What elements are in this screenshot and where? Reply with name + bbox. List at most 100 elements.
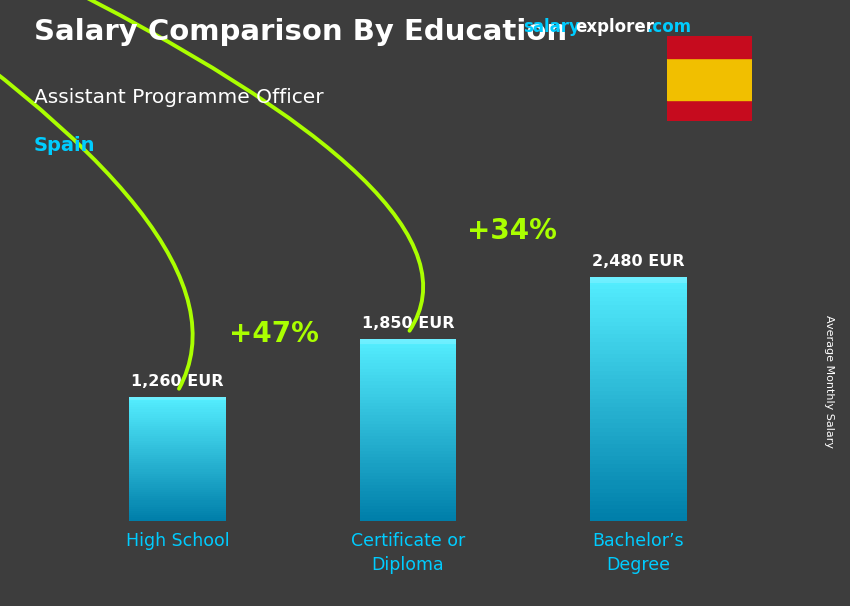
Text: Assistant Programme Officer: Assistant Programme Officer [34,88,324,107]
Bar [129,413,226,416]
Bar [360,357,456,360]
Bar [360,418,456,421]
Bar [667,36,752,58]
Bar [590,281,687,285]
Bar [129,436,226,439]
Bar [590,505,687,509]
Bar [129,455,226,457]
Bar [129,494,226,496]
Bar [129,457,226,459]
Bar [360,433,456,436]
Bar [129,420,226,422]
Bar [360,445,456,448]
Bar [360,354,456,357]
Bar [590,313,687,318]
Bar [129,407,226,410]
Bar [360,512,456,515]
Bar [129,471,226,474]
Bar [129,424,226,426]
Bar [129,430,226,432]
Bar [129,416,226,418]
Bar [590,325,687,330]
Bar [129,505,226,507]
Bar [590,440,687,444]
Bar [129,470,226,471]
Bar [360,399,456,403]
Bar [129,461,226,463]
Bar [360,485,456,488]
Bar [590,484,687,488]
Bar [360,348,456,351]
Bar [129,473,226,476]
Bar [360,518,456,521]
Bar [360,424,456,427]
Bar [129,426,226,428]
Bar [129,465,226,467]
Bar [360,476,456,479]
Bar [360,339,456,342]
Bar [360,448,456,451]
Bar [360,500,456,503]
Bar [590,293,687,298]
Text: Average Monthly Salary: Average Monthly Salary [824,315,834,448]
Bar [667,58,752,100]
Bar [590,330,687,334]
Bar [360,451,456,454]
Bar [360,442,456,445]
Bar [590,346,687,350]
Bar [590,318,687,322]
Bar [129,453,226,455]
Bar [360,342,456,345]
Bar [590,354,687,358]
Bar [360,494,456,497]
Bar [360,488,456,491]
Bar [590,301,687,305]
Bar [129,507,226,509]
Bar [590,460,687,464]
Bar [590,476,687,481]
Bar [360,436,456,439]
Bar [129,482,226,484]
Bar [590,419,687,424]
Bar [129,428,226,430]
Bar [129,484,226,486]
Bar [590,513,687,517]
Bar [129,511,226,513]
Bar [360,464,456,467]
Bar [590,305,687,310]
Bar [360,393,456,397]
Bar [129,476,226,478]
Bar [129,492,226,494]
Bar [129,447,226,449]
Bar [360,506,456,509]
Bar [360,372,456,375]
Bar [360,509,456,512]
Bar [590,407,687,411]
Bar [129,467,226,470]
Bar [590,399,687,403]
Bar [590,468,687,472]
Bar [360,491,456,494]
Bar [129,435,226,436]
Bar [590,342,687,346]
Bar [129,418,226,420]
Bar [590,382,687,387]
Bar [590,517,687,521]
Bar [360,363,456,366]
Bar [590,464,687,468]
Bar [129,478,226,480]
Bar [590,488,687,493]
Bar [360,515,456,518]
Bar [590,338,687,342]
Bar [129,445,226,447]
Bar [590,403,687,407]
Bar [667,100,752,121]
Bar [590,285,687,289]
Bar [590,375,687,379]
Bar [360,390,456,394]
Bar [590,452,687,456]
Bar [360,482,456,485]
Bar [129,513,226,515]
Bar [129,519,226,521]
Bar [129,397,226,400]
